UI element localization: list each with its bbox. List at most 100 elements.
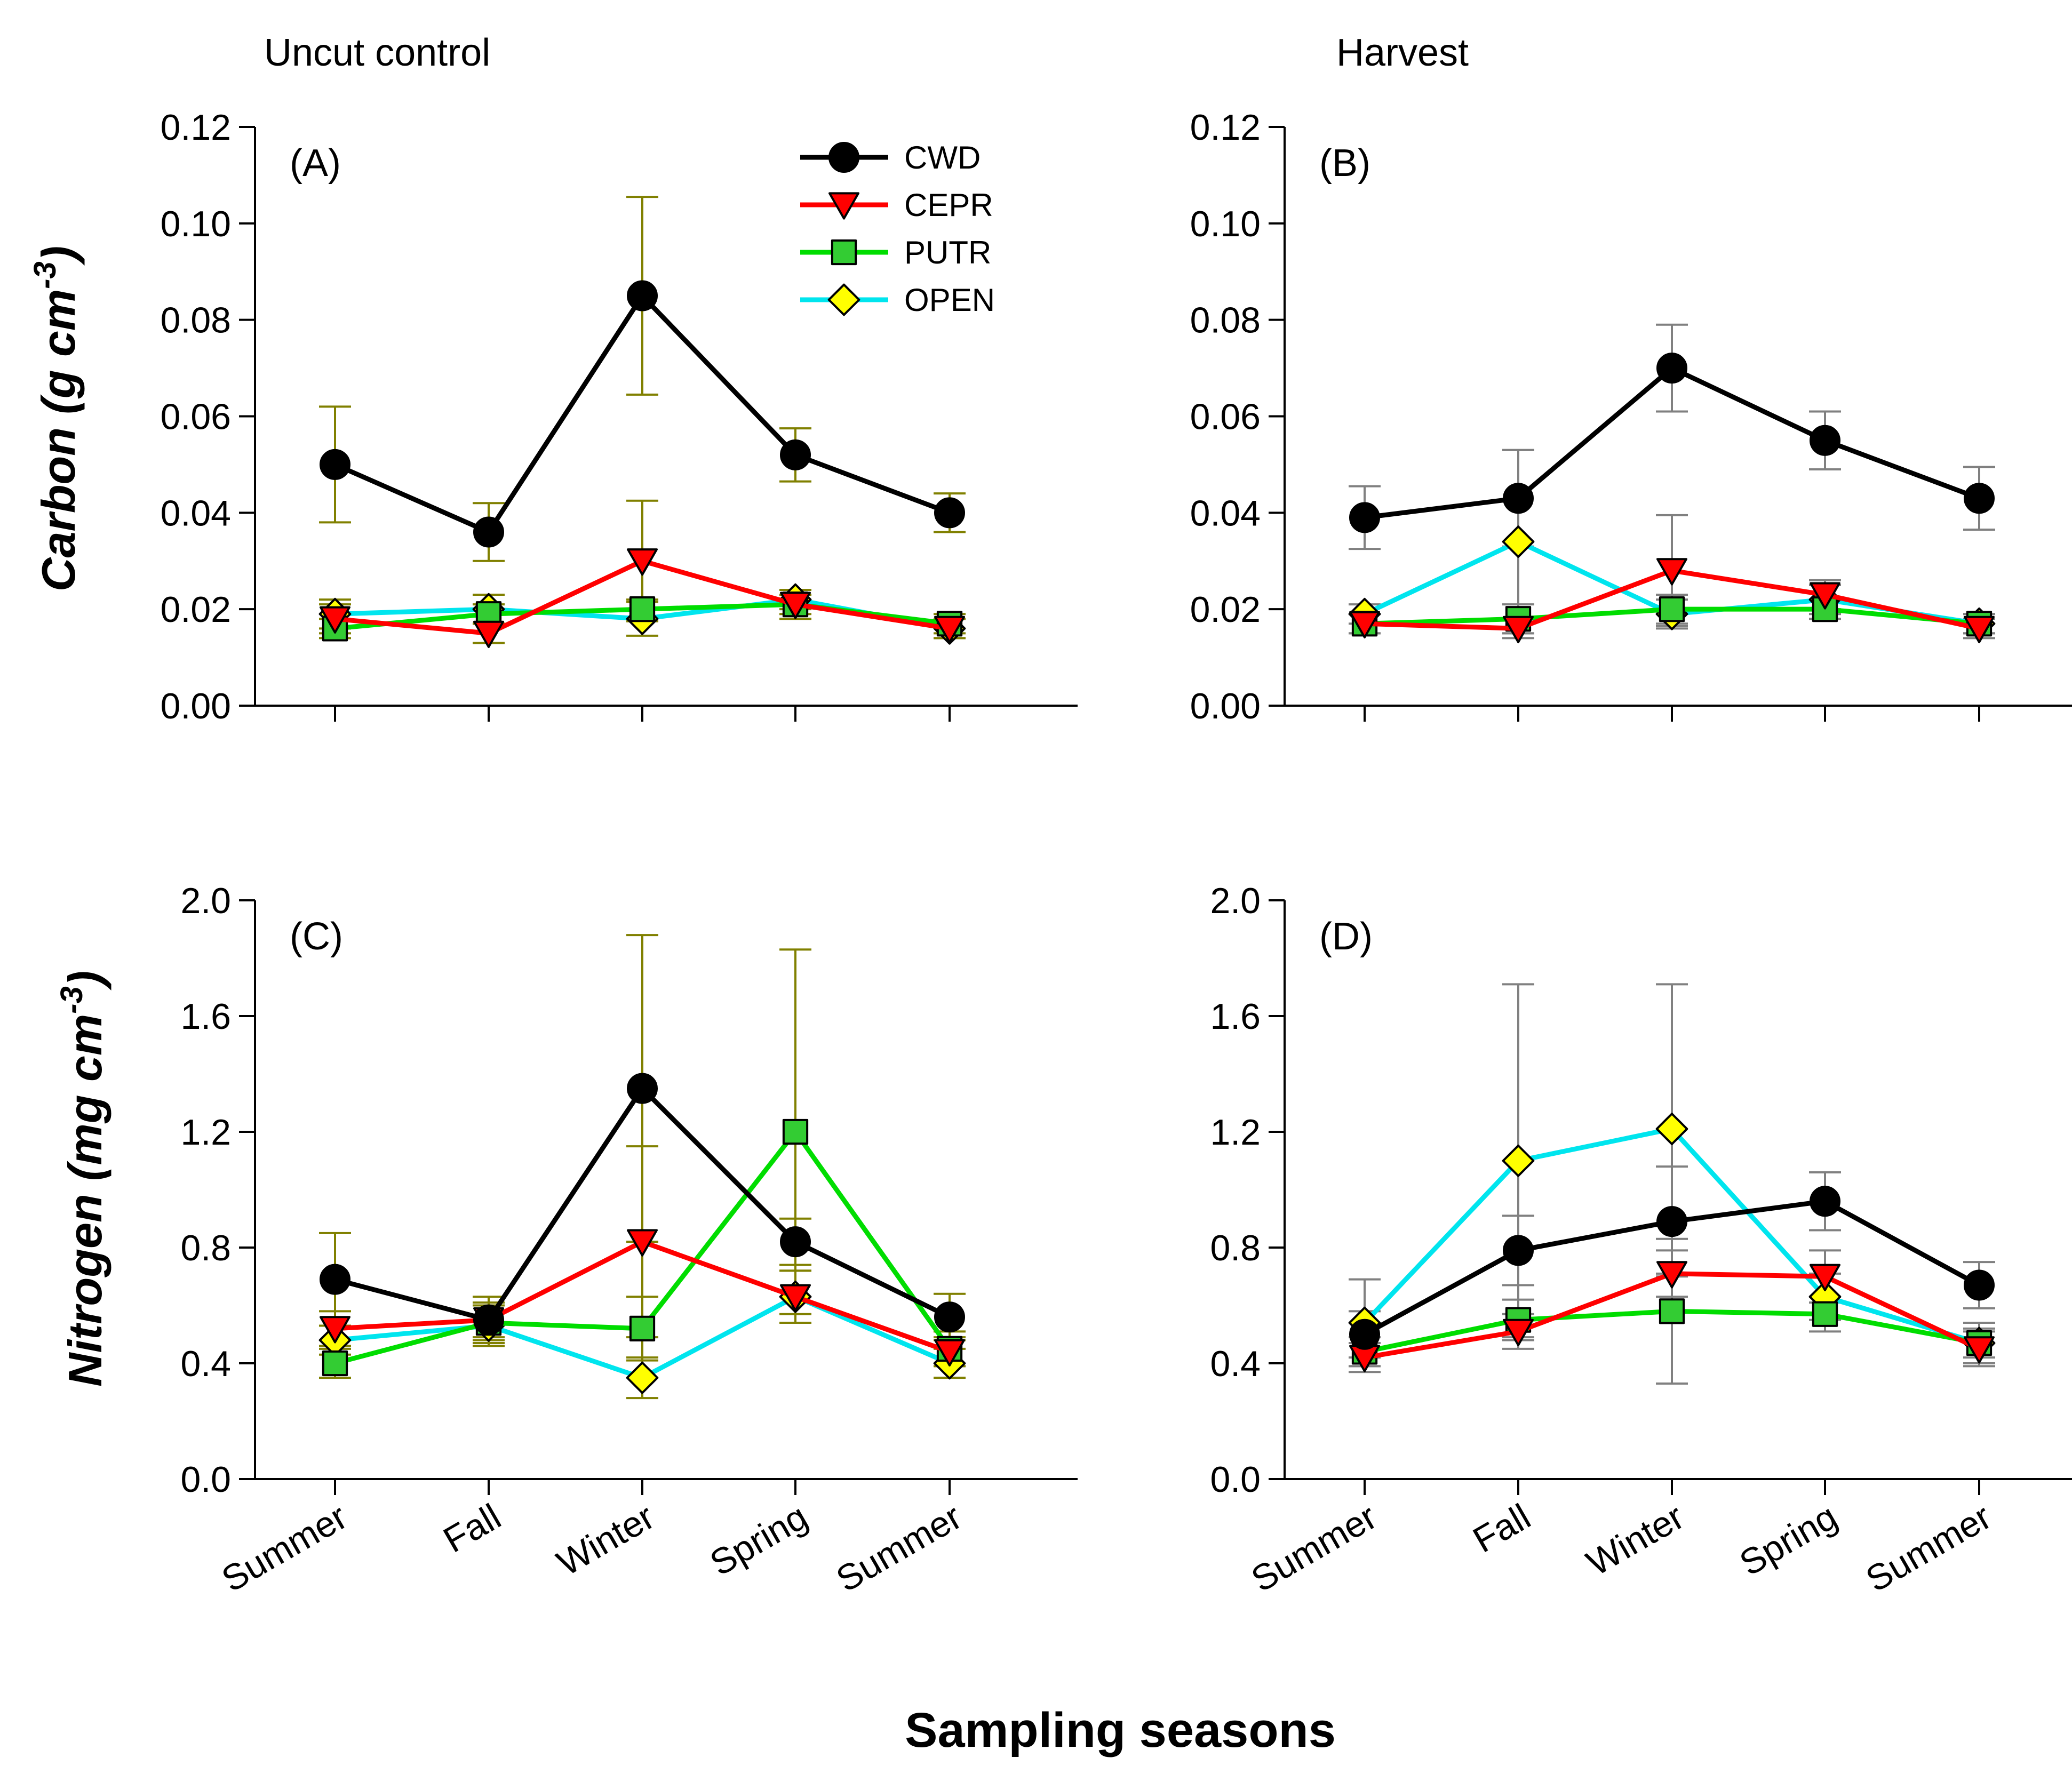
data-point-cepr bbox=[780, 1284, 811, 1312]
x-tick-label: Spring bbox=[703, 1496, 814, 1584]
data-point-cwd bbox=[1810, 425, 1840, 456]
data-point-cepr bbox=[627, 1229, 658, 1257]
data-point-cepr bbox=[780, 592, 811, 619]
data-point-cwd bbox=[627, 1073, 658, 1104]
data-point-cepr bbox=[934, 616, 965, 643]
y-tick-label: 0.4 bbox=[180, 1344, 231, 1384]
data-point-open bbox=[1502, 1144, 1535, 1177]
panel-label: (C) bbox=[290, 915, 343, 958]
panel-b: 0.00 0.02 0.04 0.06 0.08 0.10 0.12 (B) bbox=[1190, 107, 2072, 726]
y-tick-label: 1.6 bbox=[1210, 996, 1261, 1037]
y-tick-label: 0.00 bbox=[1190, 686, 1261, 726]
data-point-cepr bbox=[1349, 611, 1380, 638]
data-point-putr bbox=[1812, 1301, 1838, 1327]
legend-marker-putr bbox=[831, 239, 857, 266]
data-point-putr bbox=[782, 1118, 809, 1145]
y-tick-label: 0.8 bbox=[1210, 1228, 1261, 1268]
y-tick-label: 0.08 bbox=[161, 300, 231, 341]
data-point-cwd bbox=[780, 439, 811, 470]
y-tick-label: 0.10 bbox=[161, 204, 231, 244]
legend-label: CWD bbox=[904, 140, 981, 175]
y-tick-label: 0.12 bbox=[1190, 107, 1261, 148]
y-tick-label: 0.12 bbox=[161, 107, 231, 148]
y-tick-label: 0.0 bbox=[1210, 1459, 1261, 1500]
column-title-left: Uncut control bbox=[264, 31, 490, 74]
data-point-cwd bbox=[1503, 1235, 1534, 1266]
y-tick-label: 0.00 bbox=[161, 686, 231, 726]
data-point-cepr bbox=[1964, 616, 1995, 643]
data-point-cepr bbox=[1503, 616, 1534, 643]
legend-label: OPEN bbox=[904, 282, 995, 318]
x-tick-label: Fall bbox=[1467, 1496, 1537, 1561]
x-tick-label: Spring bbox=[1733, 1496, 1844, 1584]
legend-marker-open bbox=[827, 283, 860, 316]
y-tick-label: 0.8 bbox=[180, 1228, 231, 1268]
x-tick-label: Summer bbox=[1859, 1496, 1998, 1600]
y-tick-label: 1.2 bbox=[1210, 1112, 1261, 1153]
data-point-cwd bbox=[320, 1264, 350, 1295]
data-point-putr bbox=[322, 1350, 348, 1377]
data-point-cepr bbox=[1810, 1264, 1840, 1291]
y-tick-label: 0.4 bbox=[1210, 1344, 1261, 1384]
panel-label: (D) bbox=[1319, 915, 1373, 958]
y-tick-label: 0.06 bbox=[161, 397, 231, 437]
data-point-cepr bbox=[1656, 558, 1687, 586]
data-point-cwd bbox=[320, 449, 350, 480]
data-point-cwd bbox=[627, 280, 658, 311]
y-tick-label: 0.02 bbox=[1190, 589, 1261, 630]
shared-x-axis-label: Sampling seasons bbox=[905, 1703, 1336, 1757]
y-tick-label: 0.02 bbox=[161, 589, 231, 630]
data-point-cepr bbox=[1656, 1261, 1687, 1289]
data-point-cepr bbox=[320, 1316, 350, 1344]
legend: CWD CEPR PUTR OPEN bbox=[800, 140, 995, 318]
data-point-cwd bbox=[780, 1226, 811, 1258]
x-tick-label: Summer bbox=[1245, 1496, 1384, 1600]
data-point-cwd bbox=[934, 1301, 965, 1333]
data-point-putr bbox=[1659, 596, 1685, 622]
panel-a: 0.00 0.02 0.04 0.06 0.08 0.10 0.12 (A) bbox=[161, 107, 1078, 726]
nitrogen-y-axis-label: Nitrogen (mg cm-3) bbox=[54, 971, 111, 1387]
data-point-putr bbox=[1659, 1298, 1685, 1324]
data-point-putr bbox=[629, 1315, 656, 1342]
x-tick-label: Summer bbox=[830, 1496, 969, 1600]
data-point-cwd bbox=[1349, 1318, 1380, 1350]
data-point-cwd bbox=[473, 516, 504, 548]
y-tick-label: 1.2 bbox=[180, 1112, 231, 1153]
data-point-open bbox=[1502, 525, 1535, 558]
panel-c: 0.0 0.4 0.8 1.2 1.6 2.0 Summer Fall Winter Spring… bbox=[180, 881, 1078, 1600]
data-point-cwd bbox=[1503, 483, 1534, 514]
x-tick-label: Summer bbox=[215, 1496, 354, 1600]
y-tick-label: 0.08 bbox=[1190, 300, 1261, 341]
y-tick-label: 0.04 bbox=[161, 493, 231, 533]
data-point-cepr bbox=[473, 620, 504, 649]
data-point-cepr bbox=[1810, 582, 1840, 610]
y-tick-label: 1.6 bbox=[180, 996, 231, 1037]
column-title-right: Harvest bbox=[1336, 31, 1469, 74]
data-point-cwd bbox=[1964, 483, 1995, 514]
data-point-cwd bbox=[1656, 353, 1687, 384]
data-point-open bbox=[626, 1361, 659, 1394]
carbon-y-axis-label: Carbon (g cm-3) bbox=[28, 246, 85, 592]
y-tick-label: 2.0 bbox=[180, 881, 231, 921]
x-tick-label: Fall bbox=[437, 1496, 508, 1561]
legend-label: PUTR bbox=[904, 235, 991, 270]
panel-label: (B) bbox=[1319, 142, 1370, 185]
data-point-cwd bbox=[934, 497, 965, 529]
legend-marker-cwd bbox=[828, 142, 859, 173]
y-tick-label: 2.0 bbox=[1210, 881, 1261, 921]
legend-label: CEPR bbox=[904, 187, 993, 223]
data-point-cepr bbox=[1503, 1318, 1534, 1346]
y-tick-label: 0.0 bbox=[180, 1459, 231, 1500]
x-tick-label: Winter bbox=[1580, 1496, 1691, 1584]
data-point-cepr bbox=[1964, 1336, 1995, 1364]
panel-d: 0.0 0.4 0.8 1.2 1.6 2.0 Summer Fall Winter Spring… bbox=[1210, 881, 2072, 1600]
data-point-cepr bbox=[934, 1339, 965, 1367]
data-point-cwd bbox=[1964, 1269, 1995, 1301]
data-point-cepr bbox=[320, 606, 350, 634]
data-point-cwd bbox=[1349, 502, 1380, 533]
data-point-open bbox=[1655, 1113, 1688, 1145]
data-point-cwd bbox=[473, 1304, 504, 1336]
x-tick-label: Winter bbox=[550, 1496, 661, 1584]
data-point-cepr bbox=[627, 548, 658, 576]
